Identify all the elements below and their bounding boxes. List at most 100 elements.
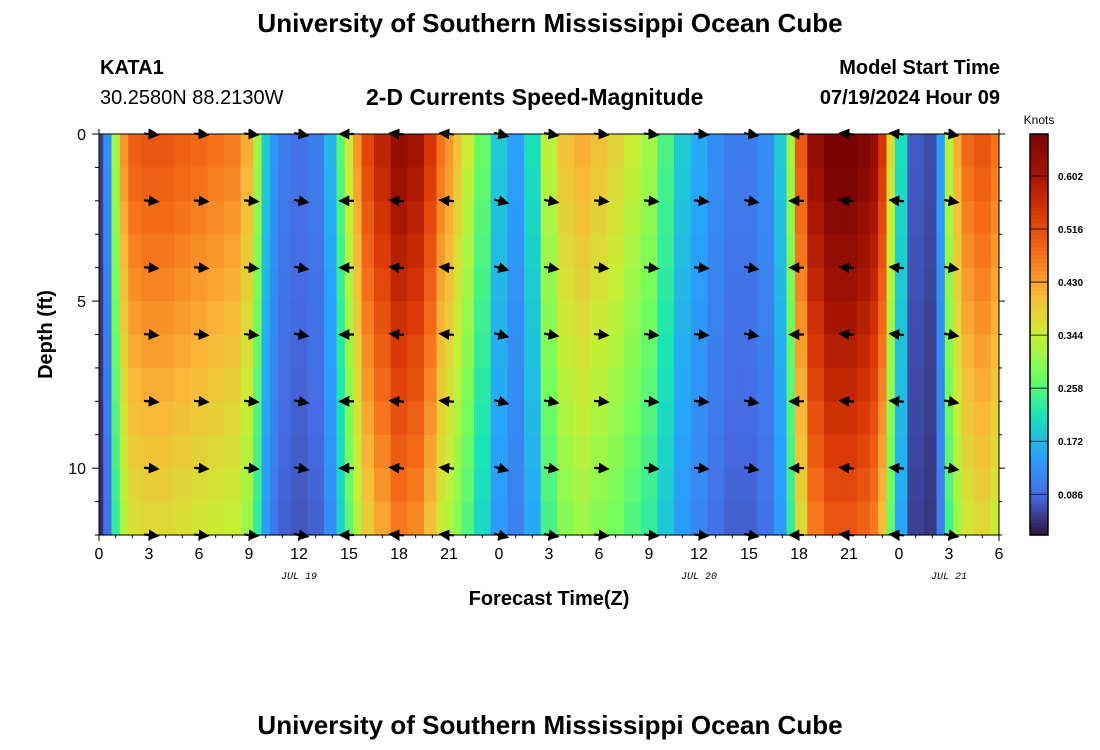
heatmap-cell bbox=[707, 401, 725, 436]
colorbar-swatch bbox=[1030, 314, 1048, 320]
heatmap-cell bbox=[640, 134, 658, 169]
heatmap-cell bbox=[507, 234, 525, 269]
heatmap-cell bbox=[261, 301, 271, 336]
heatmap-cell bbox=[907, 234, 925, 269]
heatmap-cell bbox=[111, 234, 121, 269]
heatmap-cell bbox=[190, 468, 208, 503]
heatmap-cell bbox=[119, 267, 129, 302]
heatmap-cell bbox=[907, 301, 925, 336]
heatmap-cell bbox=[436, 234, 446, 269]
colorbar-swatch bbox=[1030, 310, 1048, 316]
heatmap-cell bbox=[869, 434, 879, 469]
heatmap-cell bbox=[424, 501, 438, 536]
heatmap-cell bbox=[924, 334, 938, 369]
heatmap-cell bbox=[278, 434, 292, 469]
heatmap-cell bbox=[936, 434, 946, 469]
heatmap-cell bbox=[474, 434, 492, 469]
heatmap-cell bbox=[290, 234, 308, 269]
heatmap-cell bbox=[607, 301, 625, 336]
heatmap-cell bbox=[390, 468, 408, 503]
heatmap-cell bbox=[261, 134, 271, 169]
heatmap-cell bbox=[974, 334, 992, 369]
heatmap-cell bbox=[444, 134, 454, 169]
colorbar-swatch bbox=[1030, 178, 1048, 183]
heatmap-cell bbox=[974, 468, 992, 503]
heatmap-cell bbox=[786, 367, 796, 402]
heatmap-cell bbox=[894, 501, 908, 536]
heatmap-cell bbox=[953, 468, 963, 503]
heatmap-cell bbox=[757, 501, 775, 536]
heatmap-cell bbox=[407, 434, 425, 469]
heatmap-cell bbox=[690, 468, 708, 503]
heatmap-cell bbox=[436, 167, 446, 202]
heatmap-cell bbox=[961, 334, 975, 369]
heatmap-cell bbox=[407, 167, 425, 202]
x-tick-label: 21 bbox=[440, 546, 458, 563]
heatmap-cell bbox=[674, 367, 692, 402]
heatmap-cell bbox=[444, 501, 454, 536]
heatmap-cell bbox=[869, 301, 879, 336]
heatmap-cell bbox=[944, 200, 954, 235]
colorbar: Knots 0.086 0.172 0.258 0.344 0.430 0.516 0.602 bbox=[1024, 113, 1083, 536]
heatmap-cell bbox=[540, 367, 558, 402]
heatmap-cell bbox=[324, 301, 338, 336]
heatmap-cell bbox=[507, 434, 525, 469]
heatmap-cell bbox=[524, 167, 542, 202]
heatmap-cell bbox=[444, 267, 454, 302]
heatmap-cell bbox=[757, 468, 775, 503]
heatmap-cell bbox=[657, 234, 675, 269]
heatmap-cell bbox=[953, 234, 963, 269]
heatmap-cell bbox=[657, 267, 675, 302]
heatmap-cell bbox=[436, 401, 446, 436]
heatmap-cell bbox=[878, 367, 888, 402]
heatmap-cell bbox=[140, 401, 158, 436]
current-vector-arrow bbox=[543, 462, 560, 474]
colorbar-swatch bbox=[1030, 362, 1048, 368]
heatmap-cell bbox=[640, 367, 658, 402]
heatmap-cell bbox=[307, 134, 325, 169]
heatmap-cell bbox=[936, 234, 946, 269]
current-vector-arrow bbox=[543, 329, 560, 340]
model-start-label: Model Start Time bbox=[839, 57, 1000, 79]
heatmap-cell bbox=[424, 468, 438, 503]
heatmap-cell bbox=[724, 167, 742, 202]
heatmap-cell bbox=[111, 334, 121, 369]
heatmap-cell bbox=[507, 468, 525, 503]
colorbar-tick-label: 0.602 bbox=[1058, 172, 1083, 183]
heatmap-cell bbox=[374, 468, 392, 503]
heatmap-cell bbox=[894, 468, 908, 503]
heatmap-cell bbox=[907, 267, 925, 302]
heatmap-cell bbox=[240, 334, 254, 369]
heatmap-cell bbox=[574, 468, 592, 503]
colorbar-swatch bbox=[1030, 286, 1048, 291]
heatmap-cell bbox=[461, 367, 475, 402]
heatmap-cell bbox=[907, 401, 925, 436]
heatmap-cell bbox=[974, 167, 992, 202]
heatmap-cell bbox=[936, 200, 946, 235]
heatmap-cell bbox=[886, 501, 896, 536]
heatmap-cell bbox=[794, 401, 808, 436]
colorbar-swatch bbox=[1030, 202, 1048, 207]
current-vector-arrow bbox=[493, 462, 510, 474]
heatmap-cell bbox=[361, 267, 375, 302]
heatmap-cell bbox=[424, 401, 438, 436]
heatmap-cell bbox=[690, 167, 708, 202]
heatmap-cell bbox=[253, 334, 263, 369]
colorbar-swatch bbox=[1030, 486, 1048, 492]
heatmap-cell bbox=[507, 334, 525, 369]
heatmap-cell bbox=[336, 501, 346, 536]
heatmap-cell bbox=[128, 134, 142, 169]
heatmap-cell bbox=[953, 200, 963, 235]
heatmap-cell bbox=[624, 200, 642, 235]
colorbar-swatch bbox=[1030, 442, 1048, 448]
heatmap-cell bbox=[157, 501, 175, 536]
heatmap-cell bbox=[253, 134, 263, 169]
current-vector-arrow bbox=[243, 328, 260, 340]
heatmap-cell bbox=[857, 200, 871, 235]
heatmap-cell bbox=[707, 501, 725, 536]
heatmap-cell bbox=[444, 468, 454, 503]
colorbar-swatch bbox=[1030, 358, 1048, 364]
current-vector-arrow bbox=[193, 195, 210, 207]
heatmap-cell bbox=[374, 134, 392, 169]
heatmap-cell bbox=[269, 434, 279, 469]
